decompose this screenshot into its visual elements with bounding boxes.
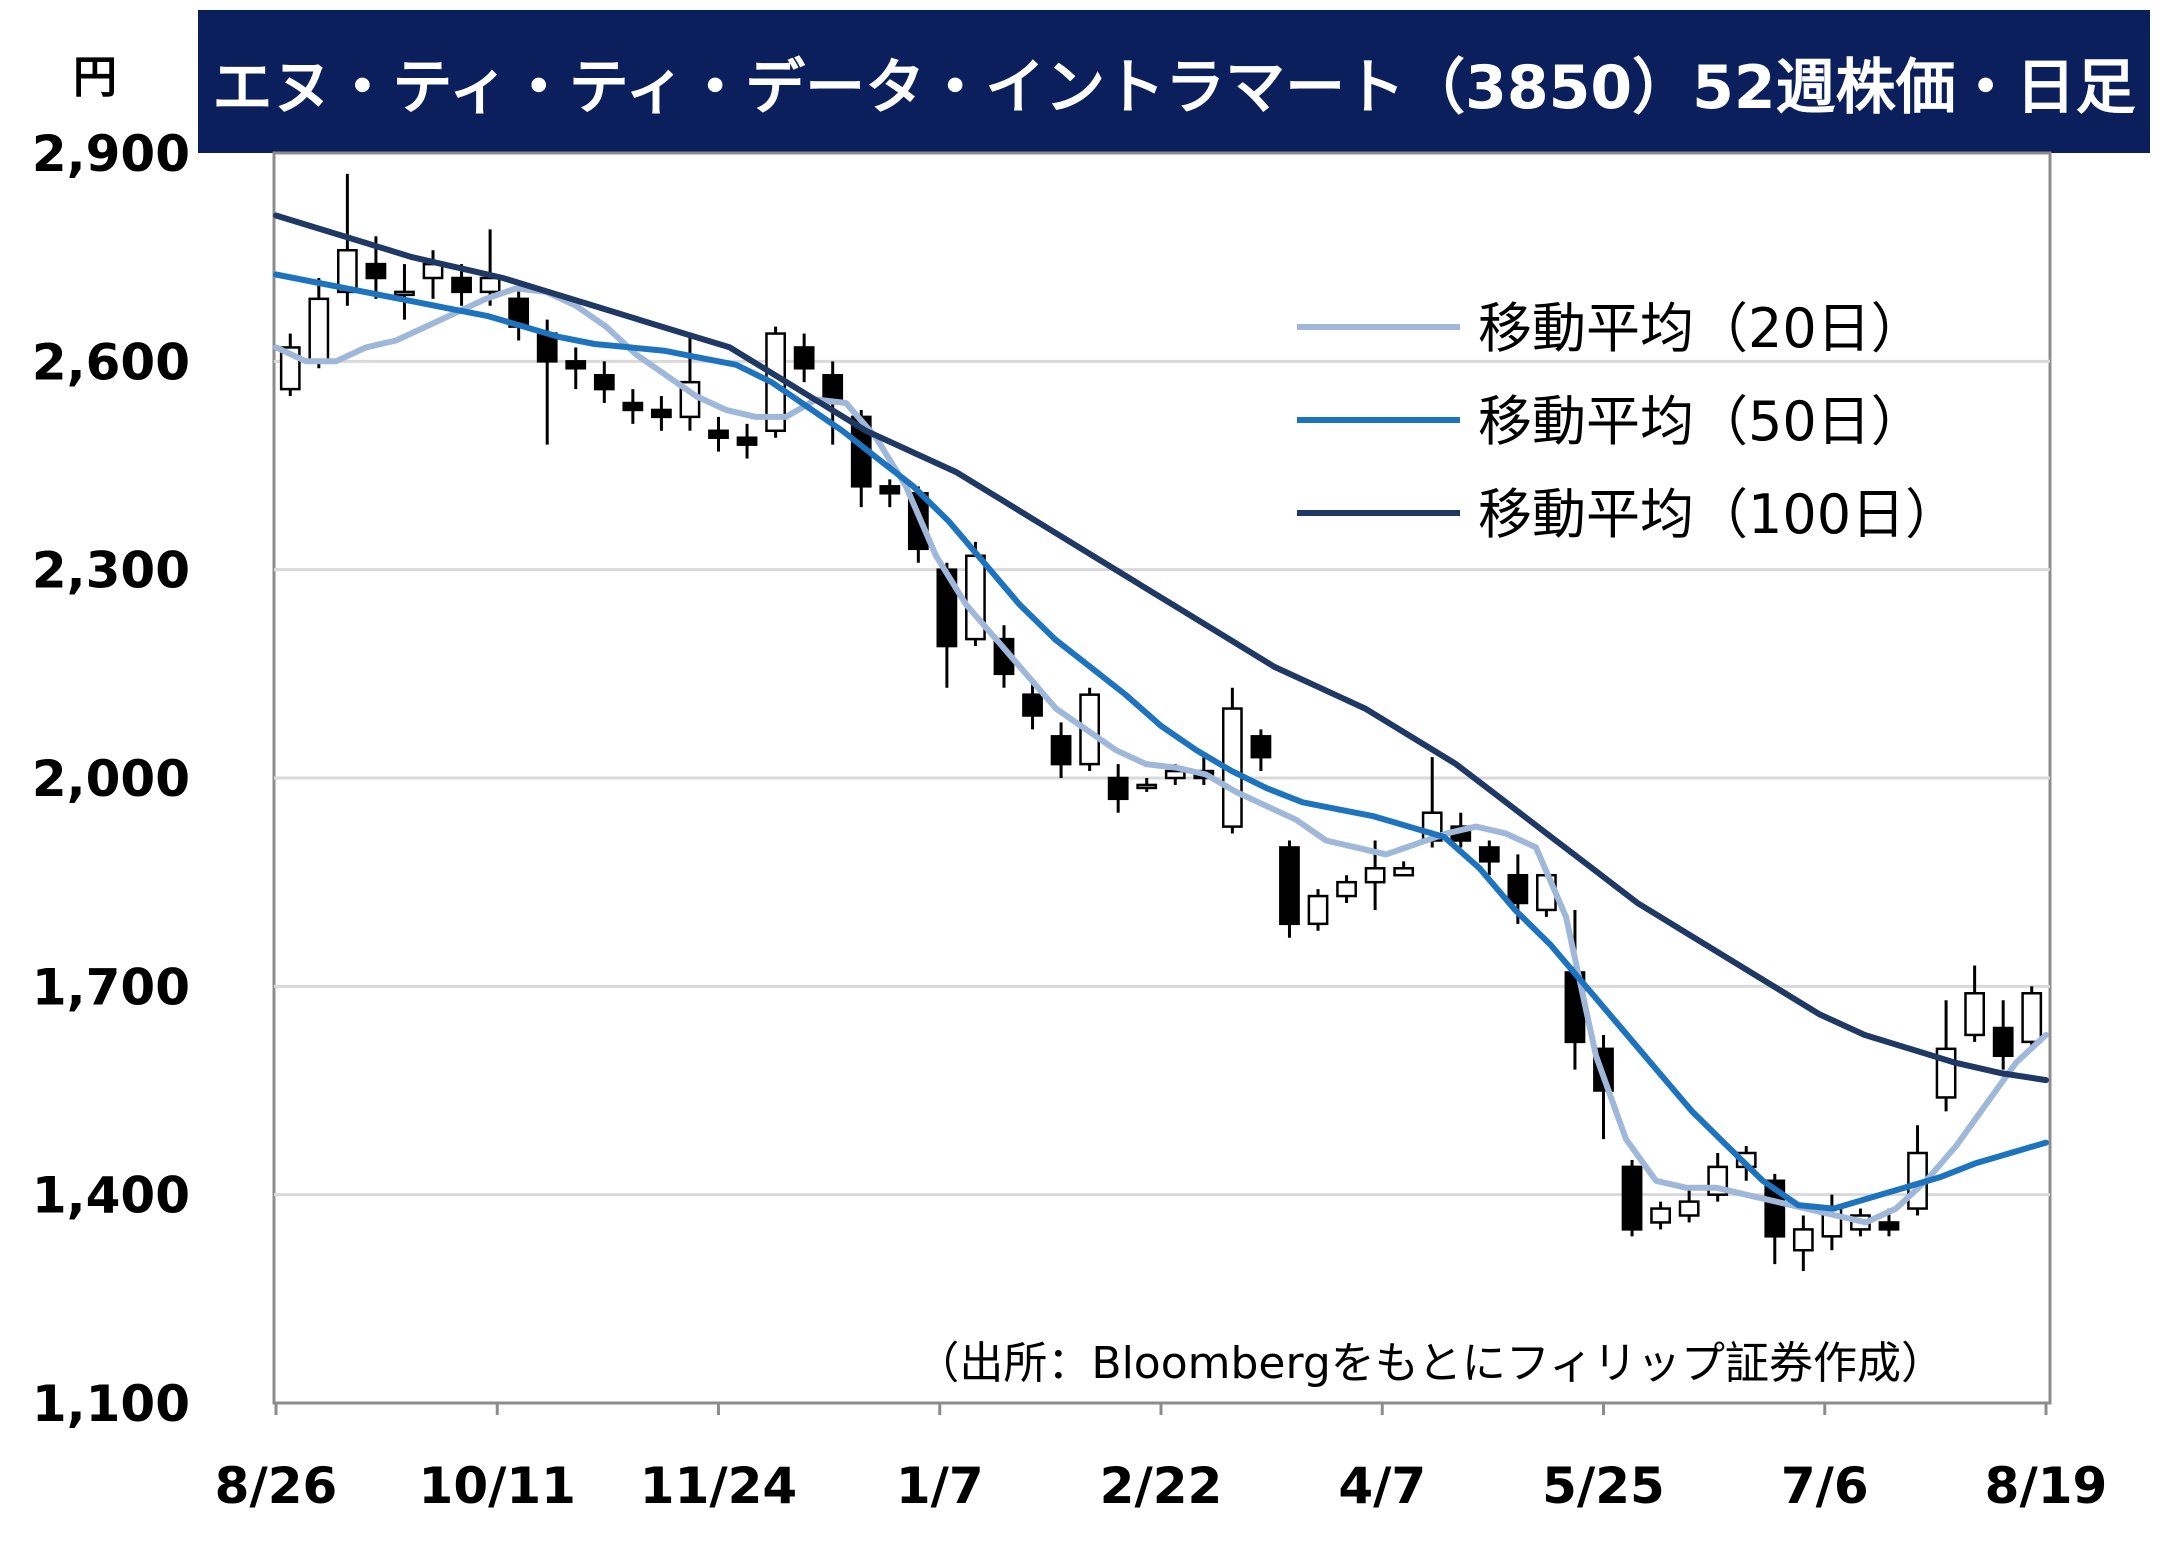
x-tick-label: 4/7 <box>1338 1457 1426 1515</box>
candle <box>1393 861 1415 877</box>
candle <box>736 423 758 459</box>
candle <box>1307 889 1329 931</box>
candle-body <box>793 346 815 370</box>
candle-body <box>708 429 729 439</box>
candle <box>565 347 587 390</box>
source-note: （出所：Bloombergをもとにフィリップ証券作成） <box>915 1338 1945 1389</box>
candle-body <box>1478 846 1500 863</box>
candle <box>793 333 815 383</box>
legend-label: 移動平均（100日） <box>1478 483 1959 546</box>
candle <box>1107 764 1129 813</box>
candle-body <box>1107 776 1129 801</box>
candle <box>1992 1000 2014 1070</box>
moving-average-line <box>273 271 2049 1212</box>
candle-body <box>1164 769 1186 780</box>
x-tick-label: 11/24 <box>640 1457 797 1515</box>
candle <box>879 479 901 508</box>
candle-body <box>1364 867 1386 884</box>
candle <box>1050 722 1072 778</box>
candle <box>2021 986 2043 1049</box>
candle-body <box>1792 1228 1814 1252</box>
candle-body <box>1878 1221 1900 1231</box>
candle-body <box>565 360 587 370</box>
candle-body <box>365 262 387 280</box>
candle <box>708 416 729 452</box>
legend-label: 移動平均（50日） <box>1478 390 1925 453</box>
candle-body <box>1621 1165 1643 1231</box>
candle-body <box>1250 735 1272 759</box>
candle <box>651 396 672 431</box>
candle-body <box>593 373 615 391</box>
candle-body <box>1964 992 1986 1037</box>
moving-average-line <box>273 212 2049 1084</box>
candle <box>508 284 530 341</box>
candle <box>1964 965 1986 1042</box>
x-axis: 8/26 10/11 11/24 1/7 2/22 4/7 5/25 7/6 8/19 <box>215 1403 2108 1515</box>
candle-body <box>394 290 415 297</box>
moving-average-line <box>273 285 2049 1226</box>
candle <box>1336 875 1357 903</box>
legend-label: 移動平均（20日） <box>1478 297 1925 360</box>
candle-body <box>1279 846 1300 926</box>
candle-body <box>1650 1207 1671 1224</box>
y-tick-label: 2,000 <box>32 750 190 808</box>
candle-body <box>2021 992 2043 1044</box>
y-tick-label: 1,400 <box>32 1167 190 1225</box>
candle <box>1478 840 1500 876</box>
candle <box>1621 1159 1643 1237</box>
candle-body <box>1336 880 1357 898</box>
x-tick-label: 5/25 <box>1542 1457 1665 1515</box>
candle-body <box>736 436 758 446</box>
candle-body <box>1992 1026 2014 1058</box>
y-tick-label: 2,900 <box>32 125 190 183</box>
candle-body <box>451 276 472 294</box>
candle <box>1792 1215 1814 1272</box>
candle-body <box>1022 693 1043 717</box>
candle <box>622 389 644 424</box>
x-tick-label: 7/6 <box>1781 1457 1869 1515</box>
y-axis-unit: 円 <box>73 52 117 103</box>
candle <box>1678 1187 1700 1223</box>
candle <box>1650 1201 1671 1230</box>
x-tick-label: 10/11 <box>419 1457 576 1515</box>
candle <box>1221 687 1243 834</box>
y-tick-label: 2,300 <box>32 542 190 600</box>
candle <box>1250 729 1272 772</box>
title-banner <box>198 10 2150 153</box>
candle-body <box>1050 735 1072 766</box>
candle-body <box>308 297 330 363</box>
x-tick-label: 8/19 <box>1985 1457 2108 1515</box>
candle-body <box>622 401 644 412</box>
candle-body <box>651 408 672 419</box>
candle-body <box>879 485 901 495</box>
y-tick-label: 2,600 <box>32 333 190 391</box>
candle <box>1136 778 1158 792</box>
candle-body <box>336 248 358 294</box>
y-axis: 1,100 1,400 1,700 2,000 2,300 2,600 2,900 <box>32 125 190 1433</box>
candle <box>1279 840 1300 938</box>
candle <box>593 361 615 403</box>
candle-body <box>1136 783 1158 790</box>
candle-body <box>1678 1200 1700 1217</box>
x-tick-label: 1/7 <box>896 1457 984 1515</box>
y-tick-label: 1,700 <box>32 958 190 1016</box>
candle <box>479 229 501 306</box>
candle-body <box>1393 867 1415 877</box>
candle <box>308 278 330 369</box>
candle-body <box>1307 894 1329 926</box>
candle <box>451 264 472 306</box>
candle-body <box>479 276 501 294</box>
x-tick-label: 2/22 <box>1100 1457 1223 1515</box>
x-tick-label: 8/26 <box>215 1457 338 1515</box>
candle <box>394 264 415 320</box>
chart-title: エヌ・ティ・ティ・データ・イントラマート（3850）52週株価・日足 <box>212 53 2135 123</box>
legend: 移動平均（20日） 移動平均（50日） 移動平均（100日） <box>1297 297 1959 546</box>
moving-averages <box>273 212 2049 1226</box>
y-tick-label: 1,100 <box>32 1375 190 1433</box>
candle-body <box>1507 873 1529 905</box>
candle <box>1022 680 1043 730</box>
